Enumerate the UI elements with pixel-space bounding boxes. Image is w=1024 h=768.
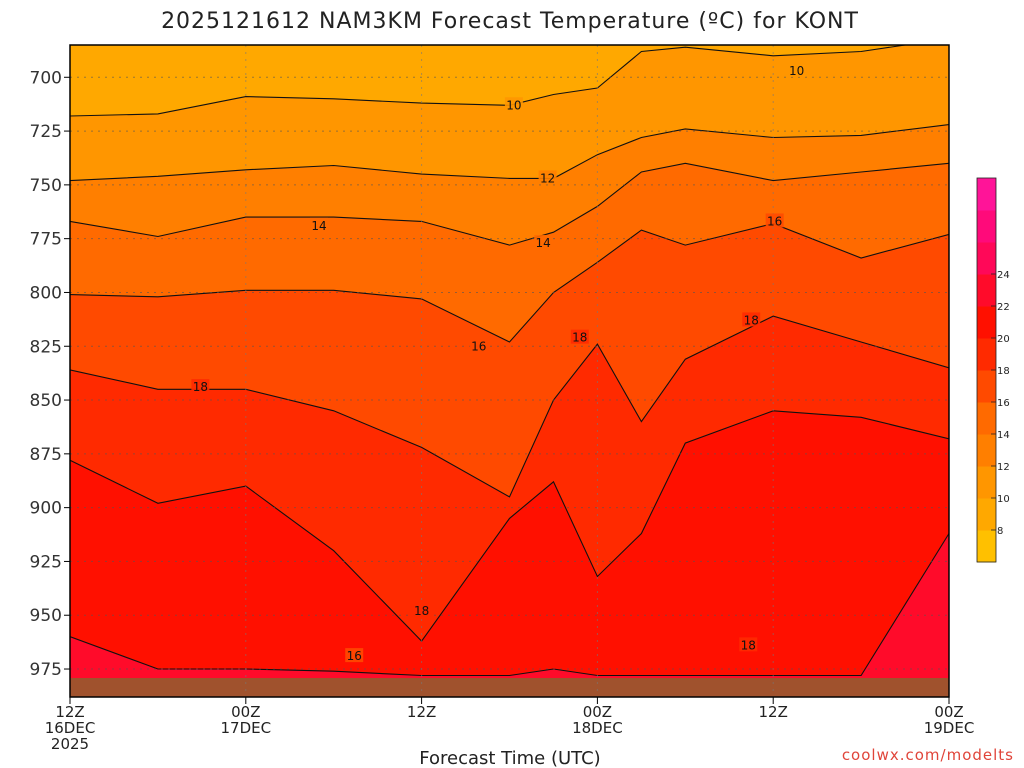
colorbar-segment <box>977 530 996 563</box>
colorbar-label: 12 <box>997 462 1010 473</box>
contour-label-bg <box>345 648 364 663</box>
colorbar-segment <box>977 434 996 467</box>
x-tick-label: 00Z <box>583 703 612 721</box>
colorbar-segment <box>977 498 996 531</box>
colorbar-segment <box>977 274 996 307</box>
ground-strip <box>70 678 949 697</box>
y-axis: 700 725 750 775 800 825 850 875 900 925 950 975 <box>30 68 70 680</box>
contour-label-18: 18 <box>572 331 587 345</box>
colorbar-label: 10 <box>997 494 1010 505</box>
x-tick-label: 00Z <box>934 703 963 721</box>
isotherm-14C <box>70 162 949 246</box>
contour-label-bg <box>538 170 557 185</box>
contour-label-10: 10 <box>789 64 804 78</box>
y-tick-label: 825 <box>30 337 62 357</box>
y-tick-label: 775 <box>30 230 62 250</box>
contour-label-18: 18 <box>414 604 429 618</box>
ground-terrain <box>70 678 949 697</box>
x-tick-label: 12Z <box>55 703 84 721</box>
contour-label-18: 18 <box>744 313 759 327</box>
colorbar-segment <box>977 402 996 435</box>
contour-label-18: 18 <box>193 380 208 394</box>
colorbar-segment <box>977 466 996 499</box>
contour-label-bg <box>742 312 761 327</box>
isotherm-10C <box>70 45 909 117</box>
colorbar-label: 8 <box>997 526 1003 537</box>
contour-label-bg <box>534 234 553 249</box>
contour-label-bg <box>469 338 488 353</box>
y-tick-label: 850 <box>30 391 62 411</box>
x-tick-label: 16DEC <box>45 719 96 737</box>
colorbar-segment <box>977 242 996 275</box>
x-tick-label: 2025 <box>51 735 89 753</box>
colorbar-label: 18 <box>997 366 1010 377</box>
x-tick-label: 12Z <box>407 703 436 721</box>
contour-label-18: 18 <box>741 638 756 652</box>
colorbar: 8 10 12 14 16 18 20 22 24 <box>976 177 1010 563</box>
y-tick-label: 700 <box>30 68 62 88</box>
colorbar-segment <box>977 178 996 211</box>
contour-label-16: 16 <box>471 339 486 353</box>
contour-label-bg <box>191 379 210 394</box>
x-tick-label: 19DEC <box>924 719 975 737</box>
contour-labels: 10 10 12 14 14 16 16 16 18 18 18 18 18 <box>191 62 806 663</box>
contour-label-14: 14 <box>311 219 326 233</box>
x-tick-label: 00Z <box>231 703 260 721</box>
colorbar-label: 14 <box>997 430 1010 441</box>
contour-label-bg <box>412 602 431 617</box>
contour-label-bg <box>570 329 589 344</box>
contour-label-bg <box>504 97 523 112</box>
y-tick-label: 750 <box>30 176 62 196</box>
x-tick-label: 12Z <box>759 703 788 721</box>
y-tick-label: 875 <box>30 445 62 465</box>
colorbar-segment <box>977 370 996 403</box>
y-tick-label: 725 <box>30 122 62 142</box>
colorbar-label: 24 <box>997 270 1010 281</box>
plot-border <box>69 44 950 698</box>
contour-label-12: 12 <box>540 171 555 185</box>
colorbar-label: 20 <box>997 334 1010 345</box>
contour-label-14: 14 <box>536 236 551 250</box>
contour-label-bg <box>787 62 806 77</box>
y-tick-label: 975 <box>30 660 62 680</box>
x-tick-label: 18DEC <box>572 719 623 737</box>
y-tick-label: 800 <box>30 283 62 303</box>
credit-text: coolwx.com/modelts <box>842 746 1014 764</box>
contour-label-bg <box>739 637 758 652</box>
colorbar-segment <box>977 338 996 371</box>
contour-label-bg <box>765 213 784 228</box>
colorbar-segment <box>977 306 996 339</box>
colorbar-label: 16 <box>997 398 1010 409</box>
contour-label-16: 16 <box>767 214 782 228</box>
plot-frame <box>69 44 950 698</box>
colorbar-segment <box>977 210 996 243</box>
contour-label-bg <box>310 217 329 232</box>
chart-title: 2025121612 NAM3KM Forecast Temperature (… <box>161 9 859 34</box>
x-tick-label: 17DEC <box>221 719 272 737</box>
y-tick-label: 950 <box>30 606 62 626</box>
y-tick-label: 900 <box>30 499 62 519</box>
contour-label-16: 16 <box>347 649 362 663</box>
y-tick-label: 925 <box>30 552 62 572</box>
temperature-bands <box>70 45 949 697</box>
band-above-20C <box>70 410 949 697</box>
x-axis-label: Forecast Time (UTC) <box>419 748 600 768</box>
contour-label-10: 10 <box>506 98 521 112</box>
colorbar-label: 22 <box>997 302 1010 313</box>
